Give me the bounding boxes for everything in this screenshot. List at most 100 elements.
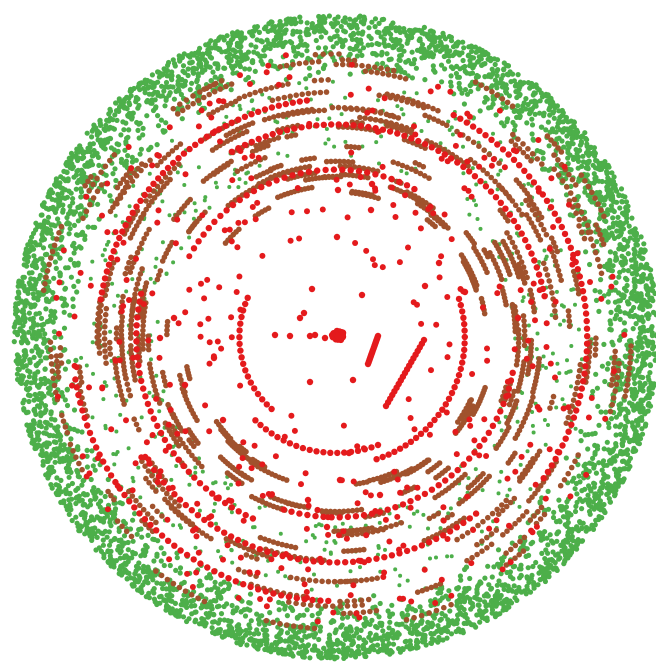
green-point [586,483,592,489]
green-point [101,551,107,558]
brown-point [506,401,513,408]
brown-point [128,343,134,349]
green-point [125,547,131,553]
green-point [212,584,218,590]
green-point [27,357,33,363]
green-point [632,284,638,290]
green-point [234,640,240,646]
green-point [179,116,185,122]
green-point [452,619,458,625]
green-point [578,438,584,444]
green-point [365,647,371,654]
green-point [62,300,68,307]
green-point [467,71,473,77]
green-point [441,33,447,39]
green-point [417,604,423,610]
green-point [634,372,640,378]
green-point [100,531,106,537]
green-point [496,172,501,177]
green-point [595,403,601,409]
green-point [62,446,68,452]
green-point [413,65,419,71]
green-point [40,451,46,457]
green-point [58,235,65,241]
green-point [609,268,616,274]
green-point [136,573,142,579]
green-point [505,604,511,610]
green-point [158,558,164,564]
green-point [341,645,347,652]
green-point [260,61,266,67]
green-point [21,348,27,354]
green-point [100,253,105,258]
brown-point [515,136,521,142]
green-point [612,186,619,192]
green-point [214,185,219,190]
green-point [84,363,89,368]
green-point [38,358,44,364]
green-point [155,79,161,85]
green-point [98,139,105,145]
green-point [372,16,379,22]
green-point [462,87,469,93]
green-point [80,478,86,484]
green-point [208,45,215,51]
green-point [369,617,375,624]
green-point [65,176,71,182]
green-point [650,281,656,287]
green-point [641,241,647,247]
green-point [125,112,131,118]
green-point [546,574,552,580]
green-point [38,212,44,218]
green-point [346,633,352,639]
green-point [280,43,286,50]
green-point [54,251,60,257]
green-point [247,600,253,606]
green-point [395,630,401,636]
green-point [67,203,73,209]
green-point [330,79,335,84]
green-point [138,495,143,500]
green-point [613,414,620,420]
green-point [616,192,622,198]
green-point [174,464,179,468]
green-point [68,156,74,162]
green-point [393,28,399,34]
green-point [620,221,627,227]
green-point [193,617,199,623]
green-point [356,635,362,641]
green-point [53,439,59,445]
green-point [236,636,243,642]
green-point [518,107,524,113]
green-point [634,242,641,248]
green-point [562,522,568,528]
green-point [222,633,228,639]
green-point [193,465,198,470]
green-point [131,85,137,92]
green-point [618,186,625,192]
green-point [289,650,295,657]
green-point [437,586,443,592]
green-point [468,606,474,612]
green-point [61,309,67,315]
green-point [23,381,29,387]
green-point [573,480,580,487]
green-point [73,514,79,520]
green-point [638,273,645,279]
green-point [567,212,573,218]
brown-point [571,196,578,203]
brown-point [483,85,490,92]
green-point [110,281,115,286]
green-point [137,80,143,86]
green-point [52,259,59,265]
green-point [596,308,602,314]
brown-point [616,360,622,367]
green-point [586,526,592,532]
green-point [68,274,74,280]
green-point [95,201,101,207]
green-point [645,327,651,334]
green-point [395,104,400,109]
green-point [23,410,29,416]
green-point [639,314,645,320]
